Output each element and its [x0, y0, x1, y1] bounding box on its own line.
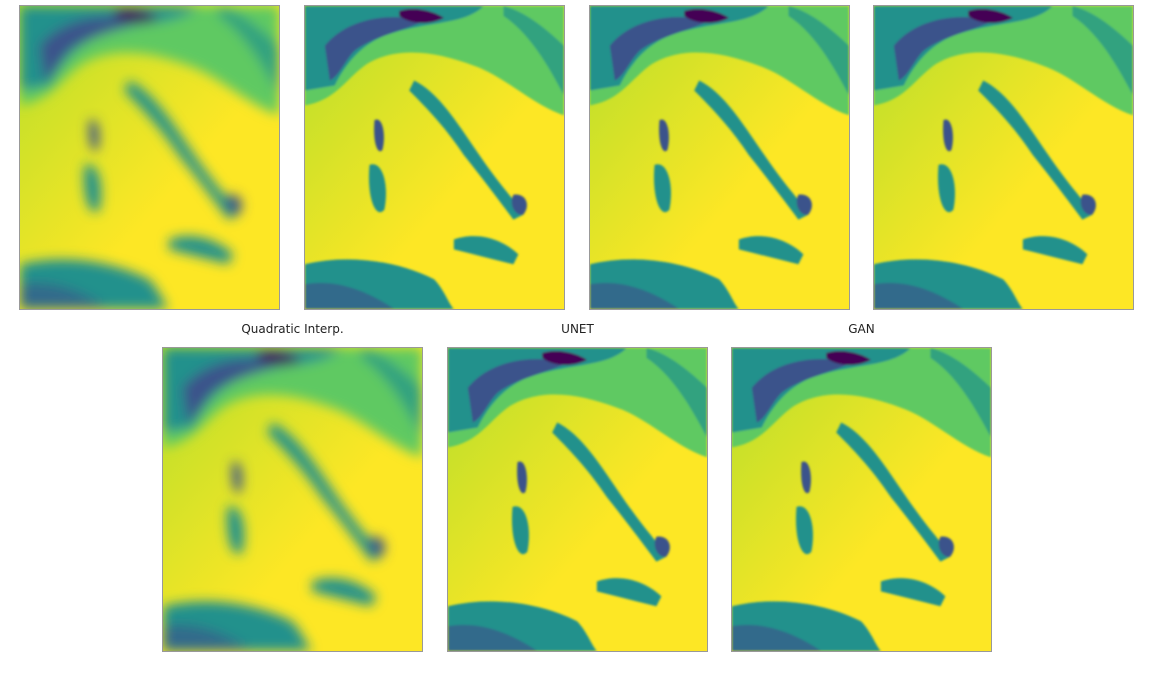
panel-title-gan: GAN [848, 322, 875, 336]
map-panel-top-2 [304, 5, 565, 310]
map-panel-top-4 [873, 5, 1134, 310]
map-panel-quadratic [162, 347, 423, 652]
panel-title-quadratic: Quadratic Interp. [241, 322, 344, 336]
panel-title-unet: UNET [561, 322, 594, 336]
map-panel-unet [447, 347, 708, 652]
map-panel-top-3 [589, 5, 850, 310]
map-panel-gan [731, 347, 992, 652]
map-panel-top-1 [19, 5, 280, 310]
